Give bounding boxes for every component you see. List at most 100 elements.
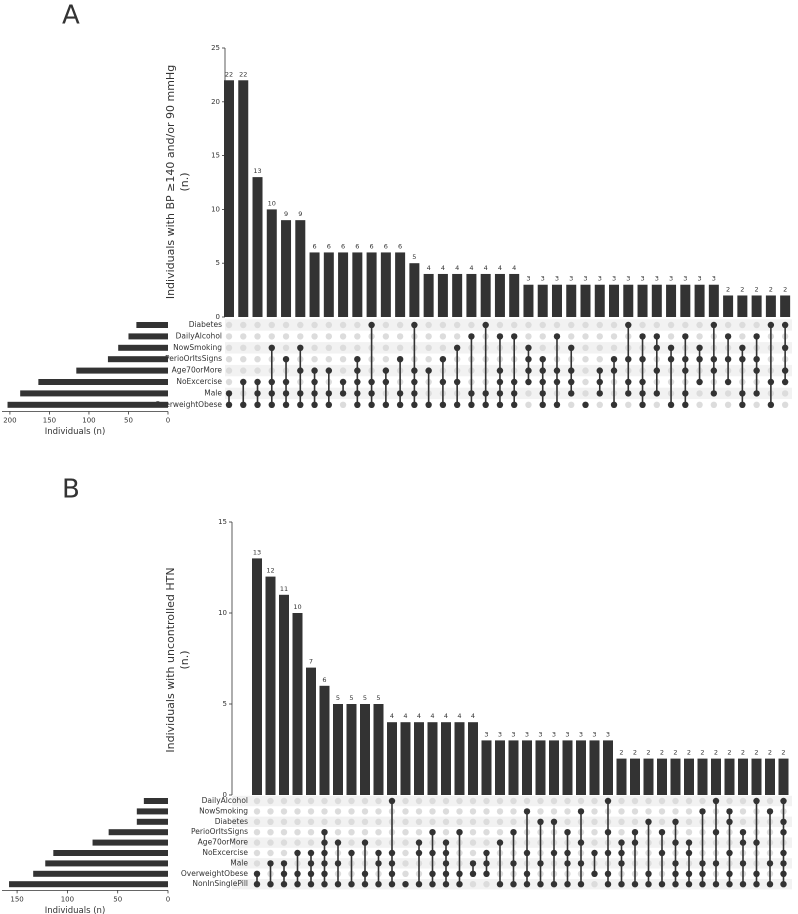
matrix-dot-empty xyxy=(511,321,518,329)
matrix-dot xyxy=(767,321,775,329)
matrix-dot xyxy=(696,356,703,363)
matrix-dot xyxy=(429,849,436,857)
matrix-dot xyxy=(429,829,436,836)
matrix-dot xyxy=(766,860,774,867)
matrix-dot xyxy=(766,808,774,815)
matrix-dot-empty xyxy=(645,797,652,805)
matrix-dot xyxy=(496,881,504,888)
matrix-dot-empty xyxy=(325,344,333,351)
intersection-bar xyxy=(395,252,406,317)
matrix-dot xyxy=(739,390,746,397)
matrix-dot xyxy=(368,390,375,397)
bar-value-label: 2 xyxy=(781,749,785,757)
set-tick-label: 0 xyxy=(166,895,170,903)
matrix-dot xyxy=(254,401,261,408)
matrix-dot-empty xyxy=(321,818,328,825)
matrix-dot xyxy=(268,344,275,351)
matrix-dot-empty xyxy=(348,808,355,815)
matrix-dot-empty xyxy=(325,333,333,340)
matrix-dot-empty xyxy=(402,818,409,825)
matrix-dot-empty xyxy=(696,390,703,397)
intersection-bar xyxy=(684,758,694,795)
matrix-dot-empty xyxy=(282,344,290,351)
matrix-dot xyxy=(672,870,679,877)
matrix-dot xyxy=(339,390,347,397)
matrix-dot xyxy=(739,881,747,888)
matrix-dot xyxy=(482,390,489,397)
matrix-dot-empty xyxy=(339,333,347,340)
set-tick-label: 100 xyxy=(61,895,74,903)
intersection-bar xyxy=(279,594,289,795)
matrix-dot xyxy=(294,870,301,877)
y-axis-title: (n.) xyxy=(178,650,191,669)
set-label: Age70orMore xyxy=(172,366,223,375)
matrix-dot-empty xyxy=(525,333,532,340)
matrix-dot xyxy=(396,356,404,363)
matrix-dot-empty xyxy=(268,333,275,340)
matrix-dot xyxy=(442,870,450,877)
matrix-dot-empty xyxy=(267,849,274,857)
matrix-dot xyxy=(653,390,660,397)
matrix-dot-empty xyxy=(564,808,571,815)
y-axis-title: Individuals with BP ≥140 and/or 90 mmHg xyxy=(164,65,177,299)
matrix-dot-empty xyxy=(672,808,679,815)
matrix-dot-empty xyxy=(253,808,261,815)
set-size-bar xyxy=(38,379,168,385)
matrix-dot-empty xyxy=(753,321,760,329)
matrix-dot xyxy=(780,849,787,857)
matrix-dot xyxy=(496,378,504,386)
matrix-dot xyxy=(280,881,288,888)
matrix-dot-empty xyxy=(596,401,603,408)
matrix-dot-empty xyxy=(254,321,261,329)
y-tick-label: 0 xyxy=(223,791,227,799)
matrix-dot-empty xyxy=(496,321,504,329)
bar-value-label: 4 xyxy=(512,264,516,272)
bar-value-label: 3 xyxy=(525,730,529,738)
matrix-dot xyxy=(672,860,679,867)
intersection-bar xyxy=(643,758,654,795)
set-size-bar xyxy=(76,367,168,374)
bar-value-label: 5 xyxy=(349,694,353,702)
matrix-dot xyxy=(468,333,475,340)
matrix-dot xyxy=(604,849,612,857)
matrix-dot-empty xyxy=(739,797,747,805)
bar-value-label: 4 xyxy=(455,264,459,272)
matrix-dot xyxy=(753,333,760,340)
matrix-dot xyxy=(411,401,418,408)
intersection-bar xyxy=(373,704,384,795)
matrix-dot xyxy=(375,860,382,867)
matrix-dot xyxy=(582,401,589,408)
matrix-dot-empty xyxy=(523,797,531,805)
matrix-dot-empty xyxy=(361,808,369,815)
bar-value-label: 3 xyxy=(484,730,488,738)
set-axis-title: Individuals (n) xyxy=(45,906,106,914)
matrix-dot-empty xyxy=(653,321,660,329)
matrix-dot-empty xyxy=(225,378,233,386)
set-size-bar xyxy=(7,401,168,408)
matrix-dot-empty xyxy=(375,839,382,846)
matrix-dot xyxy=(456,881,463,888)
matrix-dot-empty xyxy=(739,808,747,815)
matrix-dot-empty xyxy=(525,390,532,397)
matrix-dot-empty xyxy=(685,818,693,825)
intersection-bar xyxy=(723,295,734,317)
matrix-dot xyxy=(739,344,746,351)
matrix-dot-empty xyxy=(321,797,328,805)
matrix-dot xyxy=(334,839,342,846)
y-tick-label: 0 xyxy=(216,313,220,321)
matrix-dot xyxy=(523,849,531,857)
matrix-dot-empty xyxy=(537,797,544,805)
matrix-dot-empty xyxy=(456,808,463,815)
matrix-dot-empty xyxy=(361,797,369,805)
set-label: NowSmoking xyxy=(199,806,248,815)
intersection-bar xyxy=(494,273,505,317)
matrix-dot xyxy=(753,870,760,877)
matrix-dot-empty xyxy=(582,378,589,386)
matrix-dot xyxy=(523,870,531,877)
matrix-dot-empty xyxy=(253,818,261,825)
bar-value-label: 10 xyxy=(293,603,301,611)
matrix-dot-empty xyxy=(469,829,477,836)
matrix-dot-empty xyxy=(253,839,261,846)
matrix-dot xyxy=(658,849,666,857)
bar-value-label: 3 xyxy=(526,275,530,283)
